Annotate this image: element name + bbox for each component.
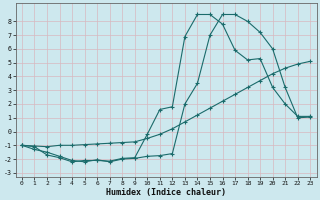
X-axis label: Humidex (Indice chaleur): Humidex (Indice chaleur) bbox=[106, 188, 226, 197]
